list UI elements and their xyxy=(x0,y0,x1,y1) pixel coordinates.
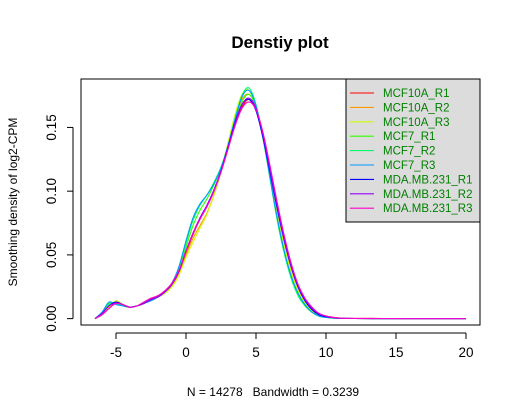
legend-label: MDA.MB.231_R2 xyxy=(383,189,472,201)
legend-label: MDA.MB.231_R1 xyxy=(383,174,472,186)
y-axis: 0.00 0.05 0.10 0.15 xyxy=(44,114,74,332)
legend-label: MCF10A_R1 xyxy=(383,88,449,100)
series-line-mda-mb-231-r3 xyxy=(94,101,466,320)
x-tick-label: 10 xyxy=(318,345,333,360)
x-axis-label: N = 14278 Bandwidth = 0.3239 xyxy=(187,385,359,399)
y-tick-label: 0.05 xyxy=(44,242,59,268)
legend-label: MCF10A_R2 xyxy=(383,102,449,114)
y-axis-label: Smoothing density of log2-CPM xyxy=(6,118,20,287)
y-tick-label: 0.15 xyxy=(44,114,59,140)
legend-label: MCF7_R2 xyxy=(383,146,435,158)
legend: MCF10A_R1 MCF10A_R2 MCF10A_R3 MCF7_R1 MCF7_R… xyxy=(345,78,481,223)
x-tick-label: 20 xyxy=(458,345,473,360)
x-tick-label: -5 xyxy=(110,345,122,360)
y-tick-label: 0.00 xyxy=(44,305,59,331)
series-lines xyxy=(94,87,466,320)
legend-label: MCF7_R1 xyxy=(383,131,435,143)
x-tick-label: 0 xyxy=(182,345,190,360)
x-tick-label: 5 xyxy=(252,345,260,360)
x-axis: -5 0 5 10 15 20 xyxy=(110,332,474,360)
chart-title: Denstiy plot xyxy=(231,33,329,52)
legend-label: MCF7_R3 xyxy=(383,160,435,172)
x-tick-label: 15 xyxy=(388,345,403,360)
legend-label: MDA.MB.231_R3 xyxy=(383,203,472,215)
y-tick-label: 0.10 xyxy=(44,178,59,204)
legend-label: MCF10A_R3 xyxy=(383,117,449,129)
